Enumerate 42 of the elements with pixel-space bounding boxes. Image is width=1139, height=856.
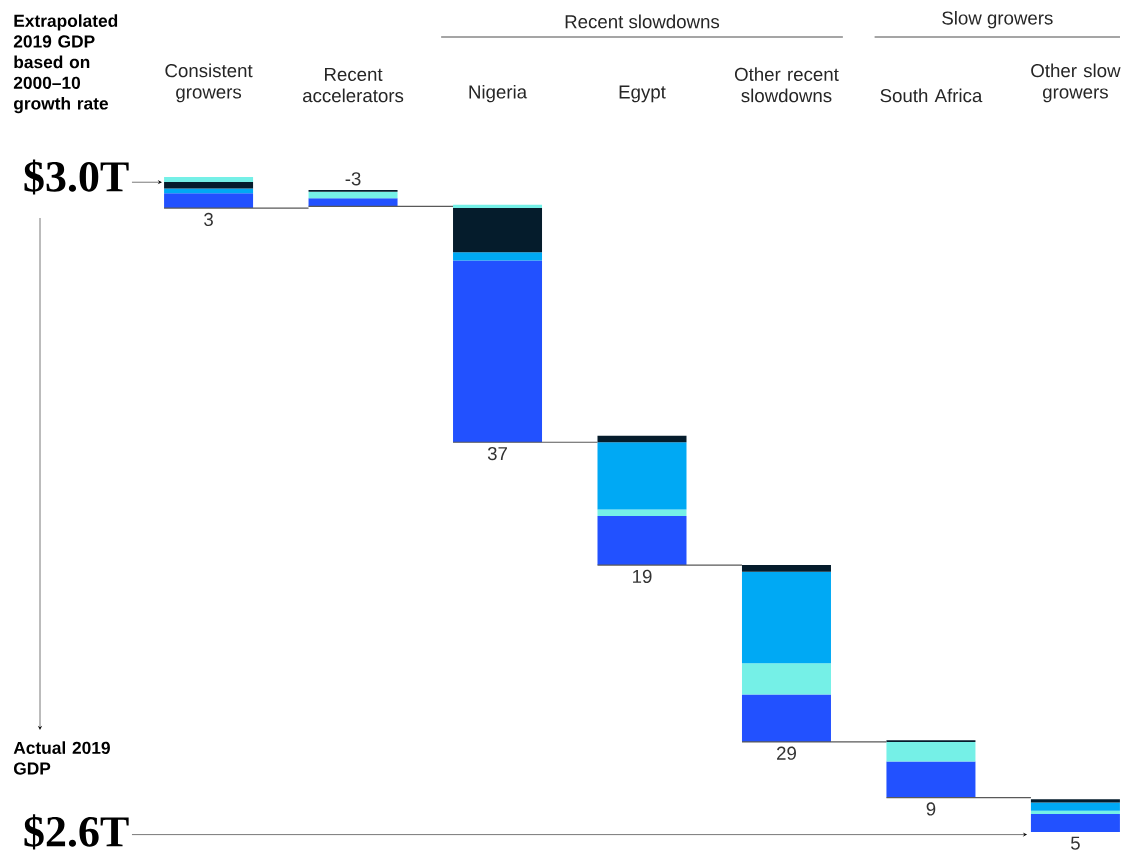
text: 29 xyxy=(777,746,796,760)
bar xyxy=(597,509,687,516)
bar xyxy=(597,442,687,510)
text: 3 xyxy=(204,212,213,227)
x-tick-label: Consistent growers xyxy=(165,63,253,103)
x-tick-label: Other slow growers xyxy=(1031,63,1121,103)
bar xyxy=(164,176,254,182)
text: Recent slowdowns xyxy=(565,14,720,29)
bar xyxy=(1030,810,1120,814)
bar xyxy=(1030,802,1120,811)
x-tick-label: Other recent slowdowns xyxy=(734,67,839,103)
text: Actual 2019 GDP xyxy=(13,741,110,775)
bar xyxy=(597,435,687,443)
text: -3 xyxy=(345,172,361,186)
x-tick-label: Nigeria xyxy=(469,84,528,103)
bar xyxy=(1030,813,1120,832)
text: Slow growers xyxy=(942,10,1053,29)
bar xyxy=(1030,799,1120,803)
bar xyxy=(453,252,543,261)
text: 9 xyxy=(926,802,936,816)
y-tick-label: $3.0T xyxy=(24,159,129,195)
y-tick-label: $2.6T xyxy=(24,814,129,850)
x-tick-label: Recent accelerators xyxy=(303,67,404,103)
bar xyxy=(886,741,976,762)
bar xyxy=(164,193,254,209)
text: 5 xyxy=(1070,836,1080,850)
bar xyxy=(597,515,687,566)
text: Extrapolated 2019 GDP based on 2000–10 growth rate xyxy=(13,14,118,114)
x-tick-label: Egypt xyxy=(619,85,666,103)
bar xyxy=(164,188,254,194)
x-tick-label: South Africa xyxy=(880,88,983,103)
bar xyxy=(741,565,831,572)
text: 37 xyxy=(487,446,507,461)
bar xyxy=(886,761,976,798)
bar xyxy=(741,694,831,742)
bar xyxy=(453,204,543,209)
bar xyxy=(453,260,543,443)
bar xyxy=(741,663,831,695)
bar xyxy=(453,208,543,253)
bar xyxy=(308,191,398,199)
text: 19 xyxy=(633,569,652,584)
bar xyxy=(741,571,831,664)
